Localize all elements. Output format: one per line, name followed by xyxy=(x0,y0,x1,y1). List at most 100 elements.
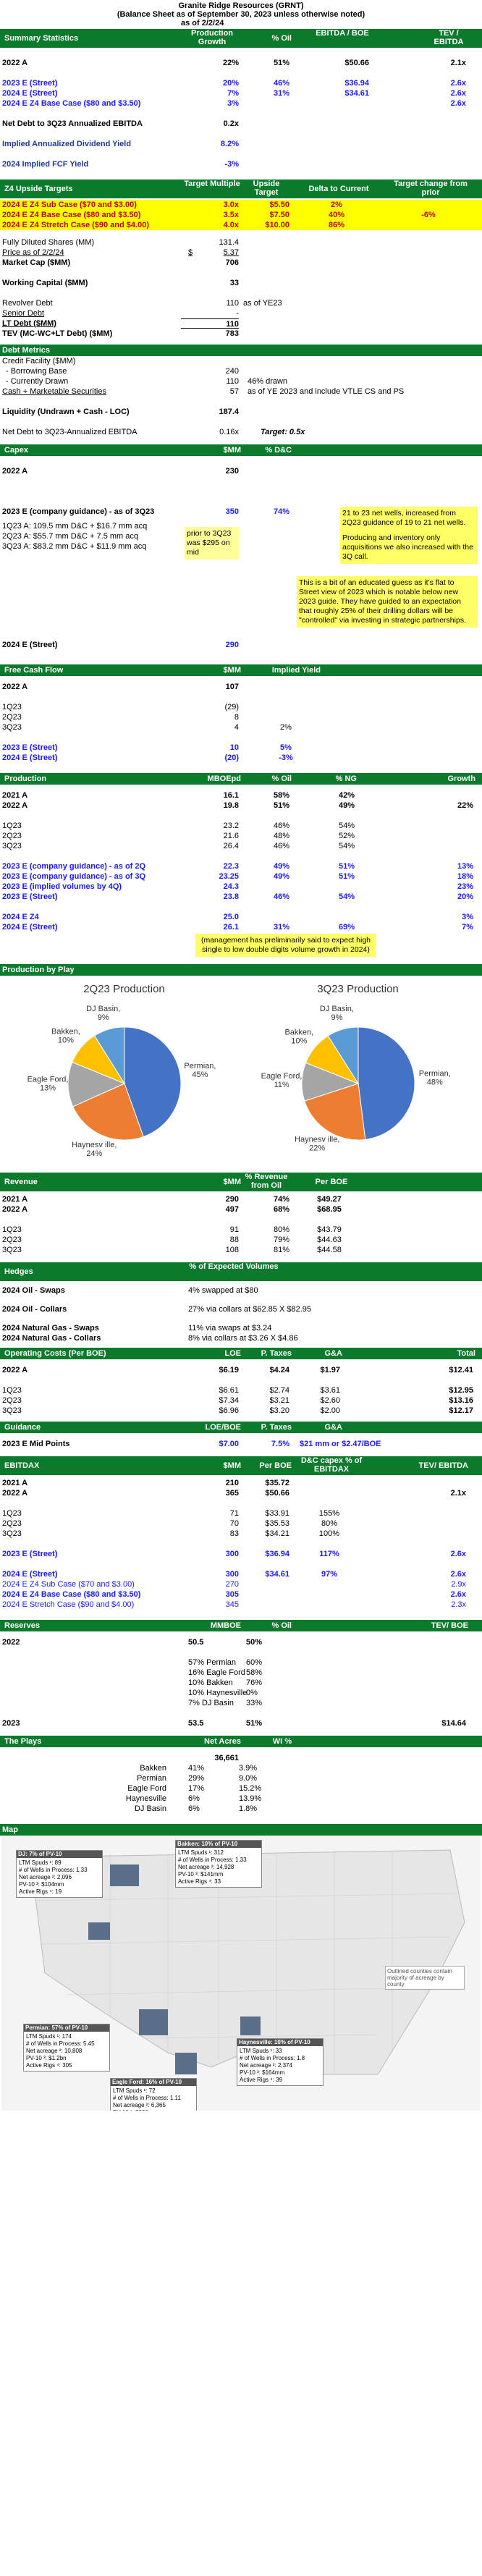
production-label: 2024 E Z4 xyxy=(2,913,39,921)
production-mboe: 26.1 xyxy=(223,923,239,932)
summary-row: 2024 E (Street) 7% 31% $34.61 2.6x xyxy=(0,88,482,98)
production-growth: 3% xyxy=(462,913,473,921)
tev-label: TEV (MC-WC+LT Debt) ($MM) xyxy=(2,329,113,338)
map-card-line: LTM Spuds ¹: 72 xyxy=(113,2087,156,2094)
shares-row: Fully Diluted Shares (MM) 131.4 xyxy=(0,237,482,248)
revenue-row: 3Q23 108 81% $44.58 xyxy=(0,1245,482,1255)
fcf-value: 8 xyxy=(234,713,239,722)
revenue-boe: $43.79 xyxy=(317,1225,342,1234)
ebitdax-label: 2024 E Z4 Sub Case ($70 and $3.00) xyxy=(2,1580,135,1589)
production-ng: 54% xyxy=(338,842,355,850)
revenue-mm: 91 xyxy=(229,1225,239,1234)
guidance-row: 2023 E Mid Points $7.00 7.5% $21 mm or $… xyxy=(0,1439,482,1449)
fcf-yield-value: -3% xyxy=(224,160,239,169)
map-card-line: PV-10 ³: $338mm xyxy=(113,2109,194,2111)
lt-debt-row: LT Debt ($MM) 110 xyxy=(0,318,482,329)
map-card-line: Net acreage ²: 2,096 xyxy=(19,1874,72,1880)
upside-col-change: Target change from prior xyxy=(394,180,468,197)
reserves-oil: 58% xyxy=(246,1668,263,1677)
ebitdax-label: 3Q23 xyxy=(2,1529,22,1538)
pie-label: DJ Basin, 9% xyxy=(86,1005,120,1022)
price-currency: $ xyxy=(188,248,193,257)
plays-col-wi: WI % xyxy=(272,1737,292,1746)
cash-value: 57 xyxy=(229,387,239,396)
capex-2023-value: 350 xyxy=(225,507,239,516)
map-card-title: Eagle Ford: 16% of PV-10 xyxy=(111,2079,196,2086)
ebitdax-tev xyxy=(369,1539,470,1549)
reserves-mmboe: 7% DJ Basin xyxy=(188,1699,234,1707)
revenue-label: 2Q23 xyxy=(2,1236,22,1244)
reserves-oil: 60% xyxy=(246,1658,263,1667)
reserves-label xyxy=(0,1647,181,1657)
plays-acres: 6% xyxy=(188,1794,200,1803)
fcf-yield xyxy=(239,692,318,702)
production-oil xyxy=(239,902,289,912)
production-note: (management has preliminarily said to ex… xyxy=(195,934,376,957)
summary-row: 2024 E Z4 Base Case ($80 and $3.50) 3% 2.6… xyxy=(0,98,482,109)
ebitdax-tev: 2.3x xyxy=(451,1600,466,1609)
plays-row: Bakken 41% 3.9% xyxy=(0,1763,482,1773)
guidance-col-loe: LOE/BOE xyxy=(205,1423,241,1432)
reserves-tev xyxy=(289,1688,470,1698)
opcost-label: 2022 A xyxy=(2,1366,28,1374)
reserves-mmboe: 10% Bakken xyxy=(188,1678,233,1687)
reserves-label xyxy=(0,1698,181,1708)
guidance-col-tax: P. Taxes xyxy=(261,1423,292,1432)
opcost-col-total: Total xyxy=(457,1349,475,1358)
borrow-row: - Borrowing Base 240 xyxy=(0,366,482,376)
revenue-boe: $49.27 xyxy=(317,1195,342,1204)
production-row: 2023 E (company guidance) - as of 3Q 23.2… xyxy=(0,871,482,882)
hedges-row: 2024 Natural Gas - Swaps 11% via swaps at… xyxy=(0,1323,482,1333)
plays-label: Bakken xyxy=(140,1764,166,1773)
fcf-value xyxy=(181,732,239,743)
div-yield-label: Implied Annualized Dividend Yield xyxy=(2,140,132,148)
revenue-oil: 79% xyxy=(273,1236,289,1244)
opcost-col-loe: LOE xyxy=(224,1349,241,1358)
price-label: Price as of 2/2/24 xyxy=(2,248,64,257)
capex-2023-pct: 74% xyxy=(273,507,289,516)
upside-col-delta: Delta to Current xyxy=(308,185,369,193)
map-card-line: # of Wells in Process: 1.33 xyxy=(178,1857,247,1863)
reserves-oil: 0% xyxy=(246,1689,258,1697)
production-label: 2Q23 xyxy=(2,832,22,840)
reserves-table: 2022 50.5 50% 57% Permian 60% 16% Eagle Ford 5… xyxy=(0,1637,482,1728)
ebitdax-dc: 117% xyxy=(319,1550,339,1558)
ebitdax-dc xyxy=(289,1498,369,1508)
borrow-value: 240 xyxy=(225,367,239,376)
ebitdax-boe xyxy=(239,1579,289,1589)
capex-2023-label: 2023 E (company guidance) - as of 3Q23 xyxy=(2,507,155,516)
fcf-label: 1Q23 xyxy=(2,703,22,711)
opcost-ga: $3.61 xyxy=(320,1386,340,1395)
reserves-oil: 50% xyxy=(246,1638,263,1647)
pie-label: Eagle Ford, 13% xyxy=(27,1076,68,1093)
plays-acres: 29% xyxy=(188,1774,205,1783)
map-card-line: Active Rigs ⁴: 305 xyxy=(26,2062,72,2069)
hedges-table: 2024 Oil - Swaps 4% swapped at $80 2024 Oi… xyxy=(0,1285,482,1343)
map-card-line: PV-10 ³: $164mm xyxy=(240,2069,285,2076)
summary-ebitda-boe xyxy=(289,98,369,109)
debt-header: Debt Metrics xyxy=(0,345,482,356)
hedges-value: 8% via collars at $3.26 X $4.86 xyxy=(188,1334,298,1343)
production-ng: 69% xyxy=(338,923,355,932)
summary-oil xyxy=(239,98,289,109)
fcf-value: 10 xyxy=(229,743,239,752)
map-card-line: Net acreage ²: 2,374 xyxy=(240,2062,292,2069)
summary-label: 2024 E Z4 Base Case ($80 and $3.50) xyxy=(2,99,141,108)
fcf-yield xyxy=(239,712,318,722)
production-growth: 22% xyxy=(457,801,473,810)
summary-ebitda-boe: $36.94 xyxy=(344,79,369,88)
mcap-row: Market Cap ($MM) 706 xyxy=(0,258,482,268)
ebitdax-row: 2022 A 365 $50.66 2.1x xyxy=(0,1488,482,1498)
production-row: 2021 A 16.1 58% 42% xyxy=(0,790,482,801)
production-mboe: 24.3 xyxy=(223,882,239,891)
ebitdax-col-boe: Per BOE xyxy=(259,1461,292,1470)
play-header: Production by Play xyxy=(0,964,482,976)
map-card: Bakken: 10% of PV-10 LTM Spuds ¹: 312 # of… xyxy=(175,1840,262,1888)
production-oil: 49% xyxy=(273,862,289,871)
opcost-label: 2Q23 xyxy=(2,1396,22,1405)
reserves-col-oil: % Oil xyxy=(271,1621,292,1630)
capex-title: Capex xyxy=(4,446,29,455)
production-row xyxy=(0,851,482,861)
lt-label: LT Debt ($MM) xyxy=(2,319,56,328)
reserves-tev xyxy=(289,1708,470,1718)
